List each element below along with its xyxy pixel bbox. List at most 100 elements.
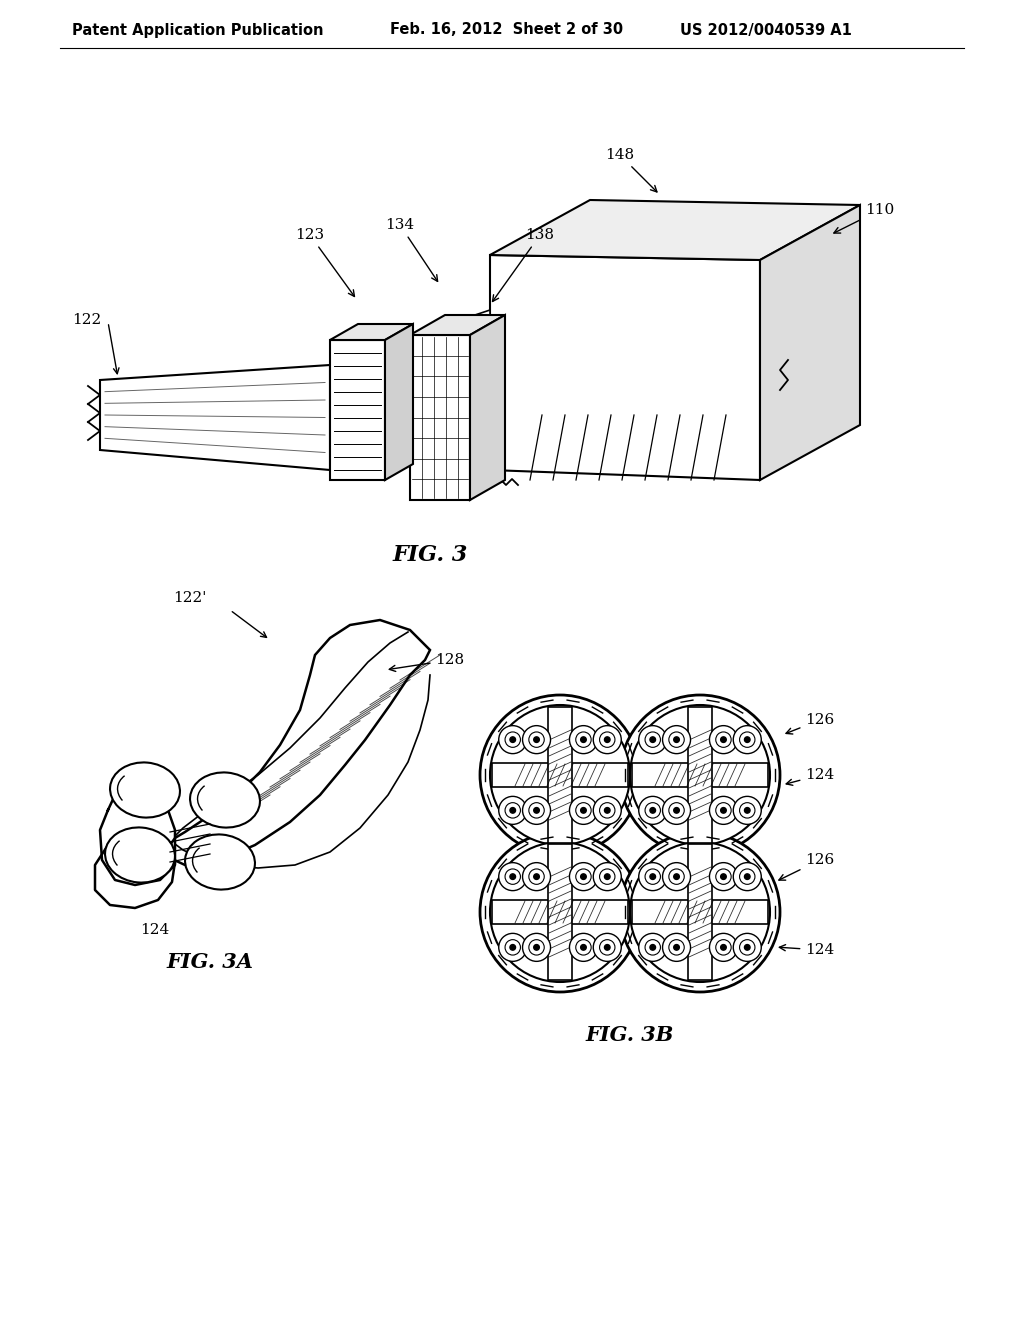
- Circle shape: [581, 808, 587, 813]
- Circle shape: [721, 808, 726, 813]
- Text: 123: 123: [296, 228, 354, 297]
- Circle shape: [490, 842, 630, 982]
- Circle shape: [716, 803, 731, 818]
- Text: 134: 134: [385, 218, 437, 281]
- Circle shape: [721, 945, 726, 950]
- Polygon shape: [330, 341, 385, 480]
- Circle shape: [639, 726, 667, 754]
- Text: Patent Application Publication: Patent Application Publication: [72, 22, 324, 37]
- Circle shape: [739, 869, 755, 884]
- Circle shape: [528, 869, 544, 884]
- Circle shape: [663, 796, 690, 825]
- Polygon shape: [490, 255, 760, 480]
- Circle shape: [674, 737, 679, 742]
- Circle shape: [575, 869, 591, 884]
- Circle shape: [650, 945, 655, 950]
- Circle shape: [505, 869, 520, 884]
- Circle shape: [663, 726, 690, 754]
- Text: 110: 110: [834, 203, 895, 234]
- Circle shape: [744, 737, 750, 742]
- Circle shape: [663, 863, 690, 891]
- Polygon shape: [330, 323, 413, 341]
- Ellipse shape: [190, 772, 260, 828]
- Circle shape: [645, 940, 660, 956]
- Circle shape: [674, 874, 679, 879]
- Circle shape: [739, 940, 755, 956]
- Circle shape: [534, 945, 540, 950]
- Polygon shape: [410, 335, 470, 500]
- Polygon shape: [100, 366, 330, 470]
- Circle shape: [639, 796, 667, 825]
- Circle shape: [630, 842, 770, 982]
- Circle shape: [733, 933, 761, 961]
- Circle shape: [505, 803, 520, 818]
- Polygon shape: [688, 843, 712, 979]
- Circle shape: [522, 796, 551, 825]
- Circle shape: [604, 945, 610, 950]
- Polygon shape: [492, 763, 628, 787]
- Circle shape: [639, 863, 667, 891]
- Circle shape: [721, 874, 726, 879]
- Circle shape: [645, 731, 660, 747]
- Circle shape: [522, 933, 551, 961]
- Circle shape: [581, 874, 587, 879]
- Circle shape: [490, 705, 630, 845]
- Polygon shape: [548, 708, 572, 843]
- Text: 122: 122: [72, 313, 101, 327]
- Circle shape: [674, 808, 679, 813]
- Circle shape: [744, 874, 750, 879]
- Circle shape: [669, 869, 684, 884]
- Circle shape: [534, 874, 540, 879]
- Polygon shape: [168, 620, 430, 865]
- Circle shape: [669, 803, 684, 818]
- Circle shape: [620, 696, 780, 855]
- Ellipse shape: [110, 763, 180, 817]
- Circle shape: [575, 940, 591, 956]
- Circle shape: [600, 940, 615, 956]
- Circle shape: [604, 874, 610, 879]
- Circle shape: [581, 737, 587, 742]
- Circle shape: [569, 933, 597, 961]
- Circle shape: [620, 832, 780, 993]
- Circle shape: [739, 803, 755, 818]
- Text: 124: 124: [786, 768, 835, 785]
- Polygon shape: [385, 323, 413, 480]
- Circle shape: [674, 945, 679, 950]
- Polygon shape: [490, 201, 860, 260]
- Polygon shape: [760, 205, 860, 480]
- Circle shape: [534, 737, 540, 742]
- Circle shape: [593, 863, 622, 891]
- Circle shape: [569, 796, 597, 825]
- Text: Feb. 16, 2012  Sheet 2 of 30: Feb. 16, 2012 Sheet 2 of 30: [390, 22, 624, 37]
- Text: 138: 138: [493, 228, 555, 301]
- Circle shape: [639, 933, 667, 961]
- Circle shape: [510, 874, 515, 879]
- Text: 124: 124: [140, 923, 170, 937]
- Circle shape: [650, 874, 655, 879]
- Circle shape: [710, 726, 737, 754]
- Circle shape: [710, 863, 737, 891]
- Circle shape: [510, 737, 515, 742]
- Circle shape: [480, 832, 640, 993]
- Circle shape: [499, 726, 526, 754]
- Text: FIG. 3B: FIG. 3B: [586, 1026, 674, 1045]
- Circle shape: [581, 945, 587, 950]
- Text: 148: 148: [605, 148, 657, 191]
- Circle shape: [645, 869, 660, 884]
- Circle shape: [522, 726, 551, 754]
- Text: 126: 126: [779, 853, 835, 880]
- Circle shape: [569, 726, 597, 754]
- Circle shape: [522, 863, 551, 891]
- Circle shape: [534, 808, 540, 813]
- Circle shape: [744, 808, 750, 813]
- Circle shape: [593, 726, 622, 754]
- Circle shape: [510, 945, 515, 950]
- Circle shape: [744, 945, 750, 950]
- Polygon shape: [548, 843, 572, 979]
- Circle shape: [600, 869, 615, 884]
- Circle shape: [650, 808, 655, 813]
- Text: 124: 124: [779, 942, 835, 957]
- Circle shape: [480, 696, 640, 855]
- Circle shape: [528, 731, 544, 747]
- Circle shape: [600, 731, 615, 747]
